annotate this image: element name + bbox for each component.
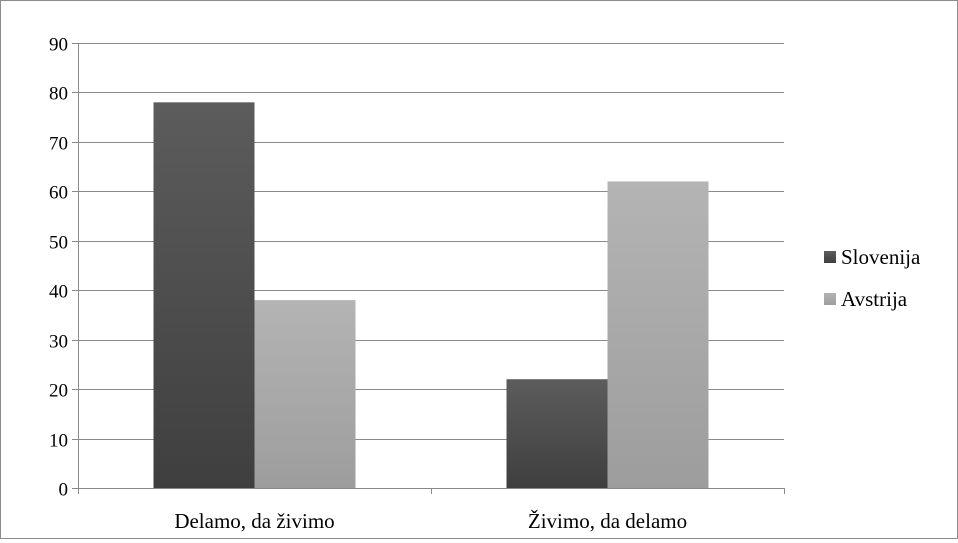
y-tick-label: 60 (49, 183, 68, 204)
legend-label: Slovenija (841, 245, 921, 269)
y-tick-label: 0 (59, 480, 69, 501)
legend-label: Avstrija (841, 287, 908, 311)
bar-1-0 (254, 300, 356, 488)
bar-1-1 (607, 181, 709, 488)
axes (72, 43, 785, 494)
legend-swatch (824, 251, 836, 263)
bar-0-0 (153, 102, 255, 488)
legend: Slovenija Avstrija (824, 245, 921, 311)
y-tick-label: 30 (49, 332, 68, 353)
y-tick-label: 50 (49, 233, 68, 254)
bars (153, 102, 709, 488)
y-tick-label: 10 (49, 431, 68, 452)
x-category-label: Delamo, da živimo (174, 509, 334, 533)
y-tick-label: 70 (49, 134, 68, 155)
axis-labels: 0 10 20 30 40 50 60 70 80 90 Delamo, da živimo Živi… (49, 35, 687, 534)
y-tick-label: 90 (49, 35, 68, 56)
x-category-label: Živimo, da delamo (528, 509, 687, 533)
legend-swatch (824, 293, 836, 305)
y-tick-label: 80 (49, 84, 68, 105)
y-tick-label: 40 (49, 282, 68, 303)
y-tick-label: 20 (49, 381, 68, 402)
bar-0-1 (506, 379, 608, 488)
